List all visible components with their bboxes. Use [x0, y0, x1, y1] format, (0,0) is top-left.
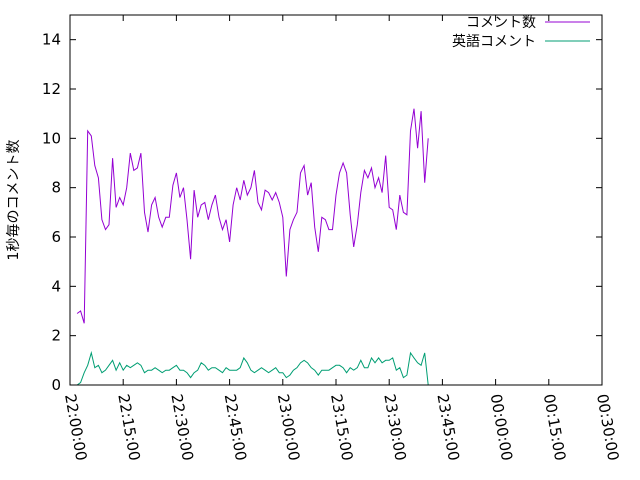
y-tick-label: 10: [42, 129, 61, 147]
y-tick-label: 12: [42, 80, 61, 98]
y-tick-label: 14: [42, 31, 61, 49]
y-tick-label: 0: [51, 376, 61, 394]
y-tick-label: 4: [51, 277, 61, 295]
y-tick-label: 8: [51, 179, 61, 197]
y-tick-label: 6: [51, 228, 61, 246]
series-line-0: [76, 108, 429, 324]
legend-label: 英語コメント: [452, 33, 536, 50]
legend-label: コメント数: [466, 15, 536, 31]
series-line-1: [76, 350, 429, 386]
y-axis: 0 2 4 6 8 10 12 14: [42, 31, 602, 394]
plot-content: [76, 108, 429, 386]
y-tick-label: 2: [51, 327, 61, 345]
y-axis-label: 1秒毎のコメント数: [6, 140, 22, 261]
